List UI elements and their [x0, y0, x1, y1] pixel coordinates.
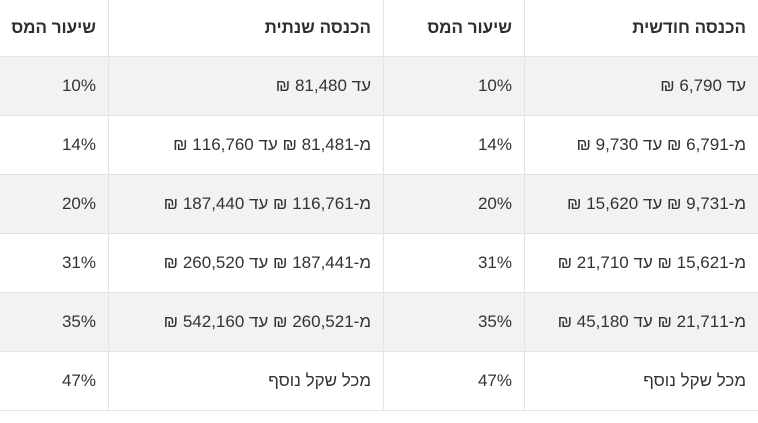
cell-annual-income: מ-81,481 ₪ עד 116,760 ₪ [108, 116, 383, 174]
header-annual-tax-rate: שיעור המס [11, 18, 96, 37]
cell-monthly-income: מ-6,791 ₪ עד 9,730 ₪ [524, 116, 758, 174]
cell-annual-income: עד 81,480 ₪ [108, 57, 383, 115]
cell-annual-tax-rate: 20% [61, 194, 96, 213]
table-row: מכל שקל נוסף 47% מכל שקל נוסף 47% [0, 352, 758, 411]
header-annual-income: הכנסה שנתית [108, 0, 383, 56]
cell-annual-tax-rate: 35% [61, 312, 96, 331]
cell-monthly-income: מ-9,731 ₪ עד 15,620 ₪ [524, 175, 758, 233]
table-row: מ-6,791 ₪ עד 9,730 ₪ 14% מ-81,481 ₪ עד 1… [0, 116, 758, 175]
cell-annual-tax-rate: 31% [61, 253, 96, 272]
cell-annual-income: מ-260,521 ₪ עד 542,160 ₪ [108, 293, 383, 351]
cell-monthly-income: מכל שקל נוסף [524, 352, 758, 410]
header-monthly-tax-rate: שיעור המס [383, 0, 524, 56]
cell-monthly-tax-rate: 14% [383, 116, 524, 174]
cell-monthly-tax-rate: 10% [383, 57, 524, 115]
table-header-row: הכנסה חודשית שיעור המס הכנסה שנתית שיעור… [0, 0, 758, 57]
cell-monthly-income: עד 6,790 ₪ [524, 57, 758, 115]
table-row: עד 6,790 ₪ 10% עד 81,480 ₪ 10% [0, 57, 758, 116]
cell-monthly-tax-rate: 31% [383, 234, 524, 292]
tax-brackets-table: הכנסה חודשית שיעור המס הכנסה שנתית שיעור… [0, 0, 758, 411]
header-monthly-income: הכנסה חודשית [524, 0, 758, 56]
cell-monthly-tax-rate: 35% [383, 293, 524, 351]
cell-monthly-tax-rate: 47% [383, 352, 524, 410]
table-row: מ-21,711 ₪ עד 45,180 ₪ 35% מ-260,521 ₪ ע… [0, 293, 758, 352]
cell-annual-income: מ-187,441 ₪ עד 260,520 ₪ [108, 234, 383, 292]
cell-monthly-income: מ-15,621 ₪ עד 21,710 ₪ [524, 234, 758, 292]
cell-annual-tax-rate: 47% [61, 371, 96, 390]
cell-annual-tax-rate: 10% [61, 76, 96, 95]
cell-annual-tax-rate: 14% [61, 135, 96, 154]
cell-annual-income: מ-116,761 ₪ עד 187,440 ₪ [108, 175, 383, 233]
table-row: מ-15,621 ₪ עד 21,710 ₪ 31% מ-187,441 ₪ ע… [0, 234, 758, 293]
cell-annual-income: מכל שקל נוסף [108, 352, 383, 410]
cell-monthly-tax-rate: 20% [383, 175, 524, 233]
table-row: מ-9,731 ₪ עד 15,620 ₪ 20% מ-116,761 ₪ עד… [0, 175, 758, 234]
cell-monthly-income: מ-21,711 ₪ עד 45,180 ₪ [524, 293, 758, 351]
